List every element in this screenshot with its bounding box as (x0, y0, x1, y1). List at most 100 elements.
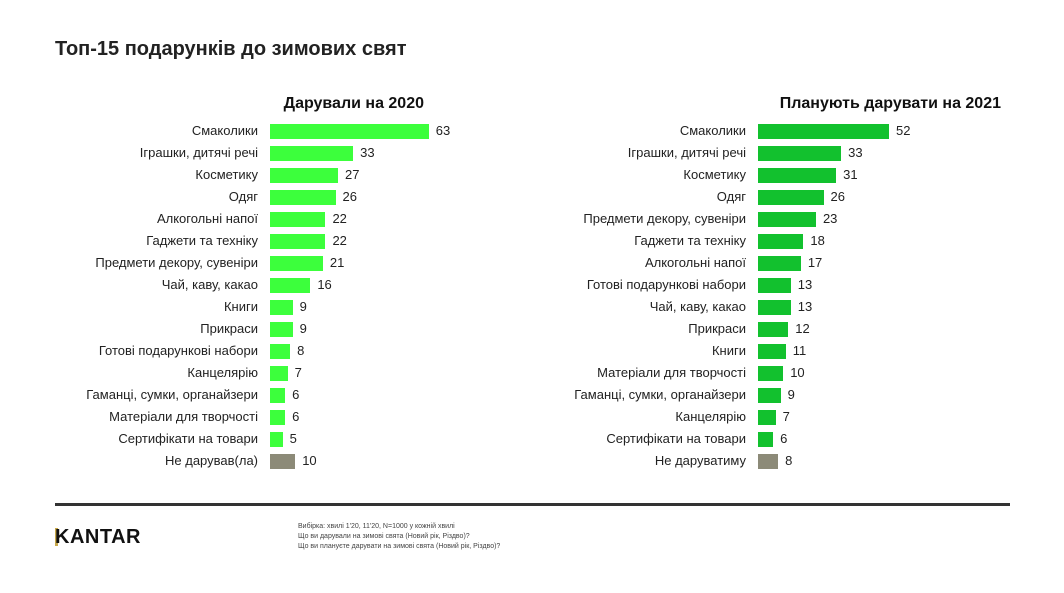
bar-row: Сертифікати на товари 6 (0, 429, 1064, 451)
category-label: Іграшки, дитячі речі (139, 145, 258, 160)
bar (758, 366, 784, 381)
category-label: Матеріали для творчості (109, 409, 258, 424)
category-label: Смаколики (679, 123, 746, 138)
bar (758, 212, 816, 227)
category-label: Канцелярію (675, 409, 746, 424)
bar (270, 410, 286, 425)
data-label: 8 (297, 343, 305, 358)
category-label: Одяг (716, 189, 746, 204)
bar-row: Гаманці, сумки, органайзери 6 (0, 385, 1064, 407)
bar (758, 432, 774, 447)
category-label: Книги (711, 343, 746, 358)
category-label: Предмети декору, сувеніри (583, 211, 746, 226)
data-label: 52 (896, 123, 911, 138)
data-label: 26 (342, 189, 357, 204)
data-label: 11 (792, 343, 807, 358)
bar (758, 190, 824, 205)
bar (758, 322, 789, 337)
category-label: Сертифікати на товари (118, 431, 258, 446)
bar-row: Одяг 26 (0, 187, 1064, 209)
category-label: Готові подарункові набори (98, 343, 258, 358)
data-label: 13 (797, 277, 813, 292)
bar-row: Іграшки, дитячі речі 33 (0, 143, 1064, 165)
data-label: 18 (810, 233, 825, 248)
data-label: 22 (332, 211, 347, 226)
bar-row: Прикраси 9 (0, 319, 1064, 341)
footnote: Вибірка: хвилі 1'20, 11'20, N=1000 у кож… (298, 523, 455, 530)
category-label: Алкогольні напої (644, 255, 746, 270)
footnote: Що ви дарували на зимові свята (Новий рі… (298, 533, 470, 540)
bar (270, 344, 291, 359)
logo-accent (55, 528, 58, 546)
category-label: Смаколики (191, 123, 258, 138)
bar-row: Смаколики 52 (0, 121, 1064, 143)
bar (758, 300, 791, 315)
slide-title: Топ-15 подарунків до зимових свят (55, 38, 407, 60)
bar (270, 322, 293, 337)
bar (270, 454, 296, 469)
data-label: 8 (785, 453, 793, 468)
bar-row: Матеріали для творчості 10 (0, 363, 1064, 385)
bar-row: Канцелярію 7 (0, 407, 1064, 429)
bar (270, 300, 293, 315)
bar (758, 454, 779, 469)
data-label: 22 (332, 233, 347, 248)
bar (270, 256, 323, 271)
category-label: Гаджети та техніку (146, 233, 258, 248)
data-label: 12 (795, 321, 810, 336)
data-label: 7 (782, 409, 790, 424)
category-label: Канцелярію (187, 365, 258, 380)
data-label: 26 (830, 189, 845, 204)
category-label: Прикраси (200, 321, 258, 336)
category-label: Іграшки, дитячі речі (627, 145, 746, 160)
bar-row: Книги 9 (0, 297, 1064, 319)
bar (758, 388, 781, 403)
category-label: Чай, каву, какао (161, 277, 258, 292)
category-label: Алкогольні напої (156, 211, 258, 226)
bar (270, 124, 429, 139)
bar (758, 124, 890, 139)
bar-row: Косметику 31 (0, 165, 1064, 187)
bar-row: Гаджети та техніку 18 (0, 231, 1064, 253)
category-label: Чай, каву, какао (649, 299, 746, 314)
data-label: 31 (843, 167, 858, 182)
bar (758, 146, 842, 161)
bar-row: Матеріали для творчості 6 (0, 407, 1064, 429)
bar (270, 234, 326, 249)
bar (270, 366, 288, 381)
data-label: 9 (299, 299, 307, 314)
bar-row: Прикраси 12 (0, 319, 1064, 341)
category-label: Сертифікати на товари (606, 431, 746, 446)
data-label: 6 (292, 409, 300, 424)
bar-row: Чай, каву, какао 16 (0, 275, 1064, 297)
bar-row: Готові подарункові набори 8 (0, 341, 1064, 363)
data-label: 13 (797, 299, 813, 314)
kantar-logo: KANTAR (55, 526, 141, 548)
bar-row: Сертифікати на товари 5 (0, 429, 1064, 451)
category-label: Косметику (195, 167, 258, 182)
data-label: 10 (790, 365, 805, 380)
bar-row: Косметику 27 (0, 165, 1064, 187)
category-label: Одяг (228, 189, 258, 204)
bar (758, 234, 804, 249)
bar-row: Готові подарункові набори 13 (0, 275, 1064, 297)
footnotes: Вибірка: хвилі 1'20, 11'20, N=1000 у кож… (298, 522, 500, 552)
bar-row: Алкогольні напої 22 (0, 209, 1064, 231)
category-label: Косметику (683, 167, 746, 182)
data-label: 6 (780, 431, 788, 446)
bar (758, 344, 786, 359)
category-label: Готові подарункові набори (586, 277, 746, 292)
bar (270, 168, 339, 183)
data-label: 17 (807, 255, 823, 270)
bar (270, 388, 286, 403)
bar (270, 432, 283, 447)
chart-title-2020: Дарували на 2020 (283, 95, 424, 112)
category-label: Прикраси (688, 321, 746, 336)
category-label: Не дарував(ла) (165, 453, 258, 468)
data-label: 9 (787, 387, 795, 402)
bar (758, 168, 837, 183)
bar-row: Не дарував(ла) 10 (0, 451, 1064, 473)
bar (270, 278, 311, 293)
bar-row: Чай, каву, какао 13 (0, 297, 1064, 319)
data-label: 7 (294, 365, 302, 380)
